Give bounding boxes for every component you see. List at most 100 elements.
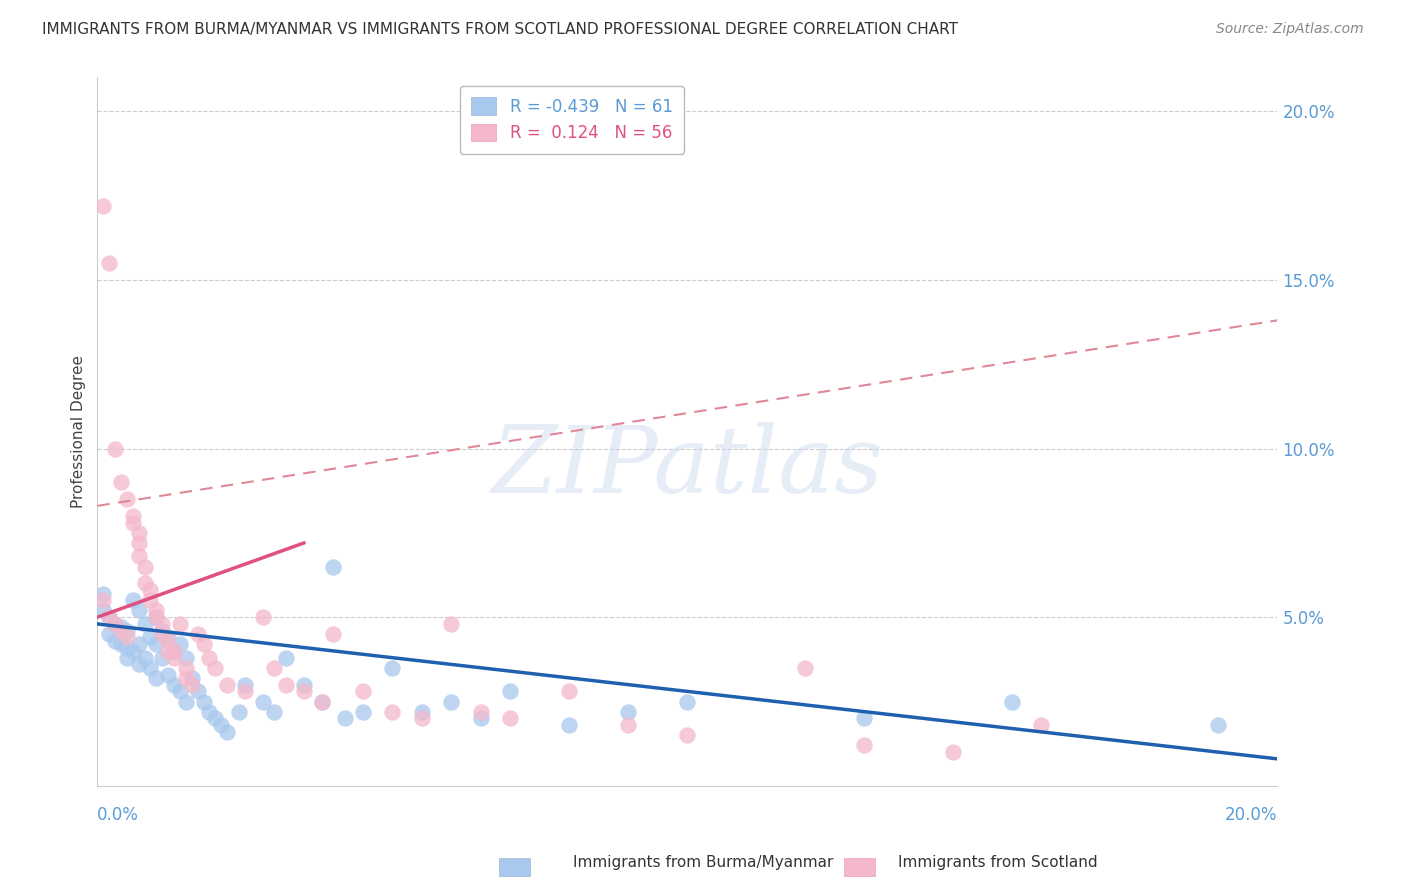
Point (1031, 718, 1053, 732)
Point (676, 728, 699, 742)
Point (352, 684, 374, 698)
Point (157, 633, 180, 648)
Point (121, 644, 143, 658)
Point (128, 657, 150, 672)
Point (276, 650, 298, 665)
Point (163, 678, 186, 692)
Point (470, 705, 492, 719)
Point (98, 610, 121, 624)
Point (233, 678, 256, 692)
Point (121, 508, 143, 523)
Point (157, 667, 180, 681)
Point (163, 650, 186, 665)
Point (110, 637, 132, 651)
Point (134, 650, 156, 665)
Point (333, 711, 356, 725)
Point (145, 671, 167, 685)
Text: Immigrants from Burma/Myanmar: Immigrants from Burma/Myanmar (572, 855, 834, 870)
Text: ZIPatlas: ZIPatlas (492, 422, 883, 512)
Point (91, 199, 114, 213)
Point (91, 603, 114, 617)
Point (115, 650, 138, 665)
Point (292, 684, 315, 698)
Point (180, 678, 202, 692)
Point (150, 624, 173, 638)
Point (252, 610, 274, 624)
Point (311, 694, 333, 708)
Point (110, 475, 132, 490)
Point (150, 616, 173, 631)
Point (853, 711, 876, 725)
Point (139, 631, 162, 645)
Point (617, 718, 640, 732)
Point (198, 705, 221, 719)
Point (128, 549, 150, 564)
Point (104, 633, 127, 648)
Point (187, 684, 209, 698)
Point (311, 694, 333, 708)
Point (128, 525, 150, 540)
Point (115, 640, 138, 655)
Point (121, 516, 143, 530)
Point (128, 603, 150, 617)
Point (115, 624, 138, 638)
Point (145, 637, 167, 651)
Point (228, 705, 250, 719)
Point (617, 705, 640, 719)
Point (217, 724, 239, 739)
Point (128, 637, 150, 651)
Point (263, 661, 285, 675)
Point (499, 684, 522, 698)
Point (134, 576, 156, 591)
Point (794, 661, 817, 675)
Point (352, 705, 374, 719)
Point (676, 694, 699, 708)
Point (198, 650, 221, 665)
Point (134, 559, 156, 574)
Point (174, 650, 197, 665)
Text: 20.0%: 20.0% (1225, 806, 1278, 824)
Point (440, 694, 463, 708)
Point (169, 616, 191, 631)
Point (163, 644, 186, 658)
Point (139, 593, 162, 607)
Legend: R = -0.439   N = 61, R =  0.124   N = 56: R = -0.439 N = 61, R = 0.124 N = 56 (460, 86, 685, 153)
Point (139, 661, 162, 675)
Point (134, 616, 156, 631)
Point (322, 627, 344, 641)
Point (411, 705, 433, 719)
Point (150, 650, 173, 665)
Point (110, 624, 132, 638)
Point (128, 536, 150, 550)
Text: Immigrants from Scotland: Immigrants from Scotland (898, 855, 1098, 870)
Point (115, 492, 138, 507)
Point (252, 694, 274, 708)
Point (187, 627, 209, 641)
Point (180, 671, 202, 685)
Point (145, 603, 167, 617)
Point (263, 705, 285, 719)
Point (139, 583, 162, 598)
Point (104, 616, 127, 631)
Point (322, 559, 344, 574)
Text: Source: ZipAtlas.com: Source: ZipAtlas.com (1216, 22, 1364, 37)
Point (276, 678, 298, 692)
Point (174, 694, 197, 708)
Y-axis label: Professional Degree: Professional Degree (72, 355, 86, 508)
Point (98, 627, 121, 641)
Point (163, 644, 186, 658)
Point (440, 616, 463, 631)
Point (853, 739, 876, 753)
Point (942, 745, 965, 759)
Point (115, 631, 138, 645)
Point (157, 631, 180, 645)
Point (1208, 718, 1230, 732)
Point (104, 442, 127, 456)
Point (150, 627, 173, 641)
Point (193, 637, 215, 651)
Point (292, 678, 315, 692)
Point (209, 718, 232, 732)
Point (381, 661, 404, 675)
Point (110, 620, 132, 634)
Text: 0.0%: 0.0% (97, 806, 139, 824)
